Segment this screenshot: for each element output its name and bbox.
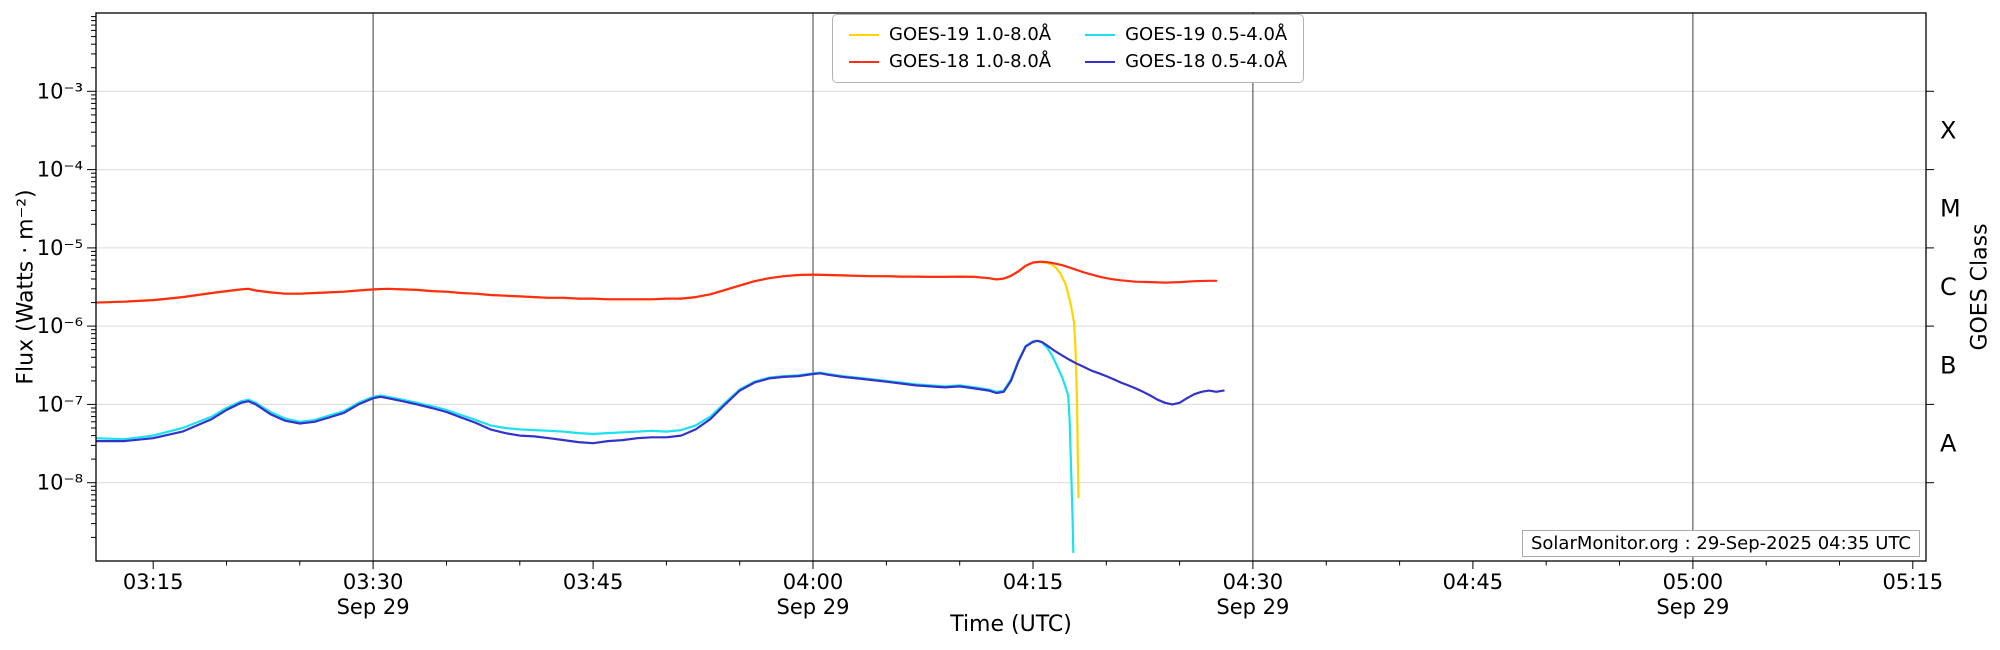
legend: GOES-19 1.0-8.0Å GOES-19 0.5-4.0Å GOES-1… — [832, 14, 1305, 83]
series-goes18-long — [96, 260, 1218, 304]
goes-class-letter: X — [1940, 116, 1956, 144]
x-tick-label: 04:00 — [783, 570, 844, 594]
axis-ticks — [87, 16, 1934, 569]
series-goes19-short — [96, 339, 1075, 554]
x-tick-label: 05:00 — [1663, 570, 1724, 594]
x-date-label: Sep 29 — [777, 595, 850, 619]
legend-label: GOES-19 0.5-4.0Å — [1125, 24, 1288, 45]
x-tick-label: 04:45 — [1443, 570, 1504, 594]
legend-swatch-goes19-short-line-icon — [1085, 33, 1116, 36]
x-tick-label: 03:30 — [343, 570, 404, 594]
x-tick-label: 03:15 — [123, 570, 184, 594]
legend-label: GOES-19 1.0-8.0Å — [889, 24, 1052, 45]
y-tick-label: 10⁻⁸ — [37, 471, 83, 495]
y-tick-label: 10⁻³ — [37, 79, 83, 103]
x-tick-label: 05:15 — [1883, 570, 1944, 594]
series-goes19-long — [96, 260, 1080, 499]
axis-tick-labels: 03:15 03:30 03:45 04:00 04:15 04:30 04:45 05:00… — [37, 79, 1943, 619]
y-tick-label: 10⁻⁵ — [37, 236, 83, 260]
legend-swatch-goes18-long-line-icon — [849, 60, 879, 63]
y-axis-label: Flux (Watts · m⁻²) — [13, 189, 39, 385]
x-date-label: Sep 29 — [1216, 595, 1289, 619]
legend-label: GOES-18 0.5-4.0Å — [1125, 50, 1288, 72]
goes-class-letter: A — [1940, 430, 1957, 458]
series-group — [96, 260, 1225, 554]
legend-swatch-goes19-long-line-icon — [849, 33, 879, 36]
y-axis-right-label: GOES Class — [1967, 223, 1993, 351]
watermark: SolarMonitor.org : 29-Sep-2025 04:35 UTC — [1521, 530, 1920, 557]
y-tick-label: 10⁻⁶ — [37, 314, 83, 338]
goes-class-letter: C — [1940, 273, 1957, 301]
goes-class-letters: X M C B A — [1940, 116, 1961, 457]
legend-item-goes18-long: GOES-18 1.0-8.0Å — [849, 50, 1052, 72]
x-tick-label: 03:45 — [563, 570, 624, 594]
x-date-label: Sep 29 — [1656, 595, 1729, 619]
goes-class-letter: M — [1940, 195, 1961, 223]
date-gridlines — [372, 13, 1694, 561]
series-goes18-short — [96, 339, 1225, 445]
legend-item-goes18-short: GOES-18 0.5-4.0Å — [1085, 50, 1288, 72]
legend-label: GOES-18 1.0-8.0Å — [889, 50, 1052, 72]
legend-item-goes19-short: GOES-19 0.5-4.0Å — [1085, 25, 1287, 45]
x-tick-label: 04:15 — [1003, 570, 1064, 594]
plot-frame — [95, 12, 1927, 562]
y-tick-label: 10⁻⁷ — [37, 392, 83, 416]
legend-swatch-goes18-short-line-icon — [1085, 60, 1116, 63]
x-date-label: Sep 29 — [337, 595, 410, 619]
y-tick-label: 10⁻⁴ — [37, 158, 83, 182]
x-axis-label: Time (UTC) — [950, 612, 1072, 637]
x-tick-label: 04:30 — [1223, 570, 1284, 594]
h-gridlines — [96, 90, 1926, 484]
legend-item-goes19-long: GOES-19 1.0-8.0Å — [849, 25, 1051, 45]
goes-class-letter: B — [1940, 351, 1956, 379]
